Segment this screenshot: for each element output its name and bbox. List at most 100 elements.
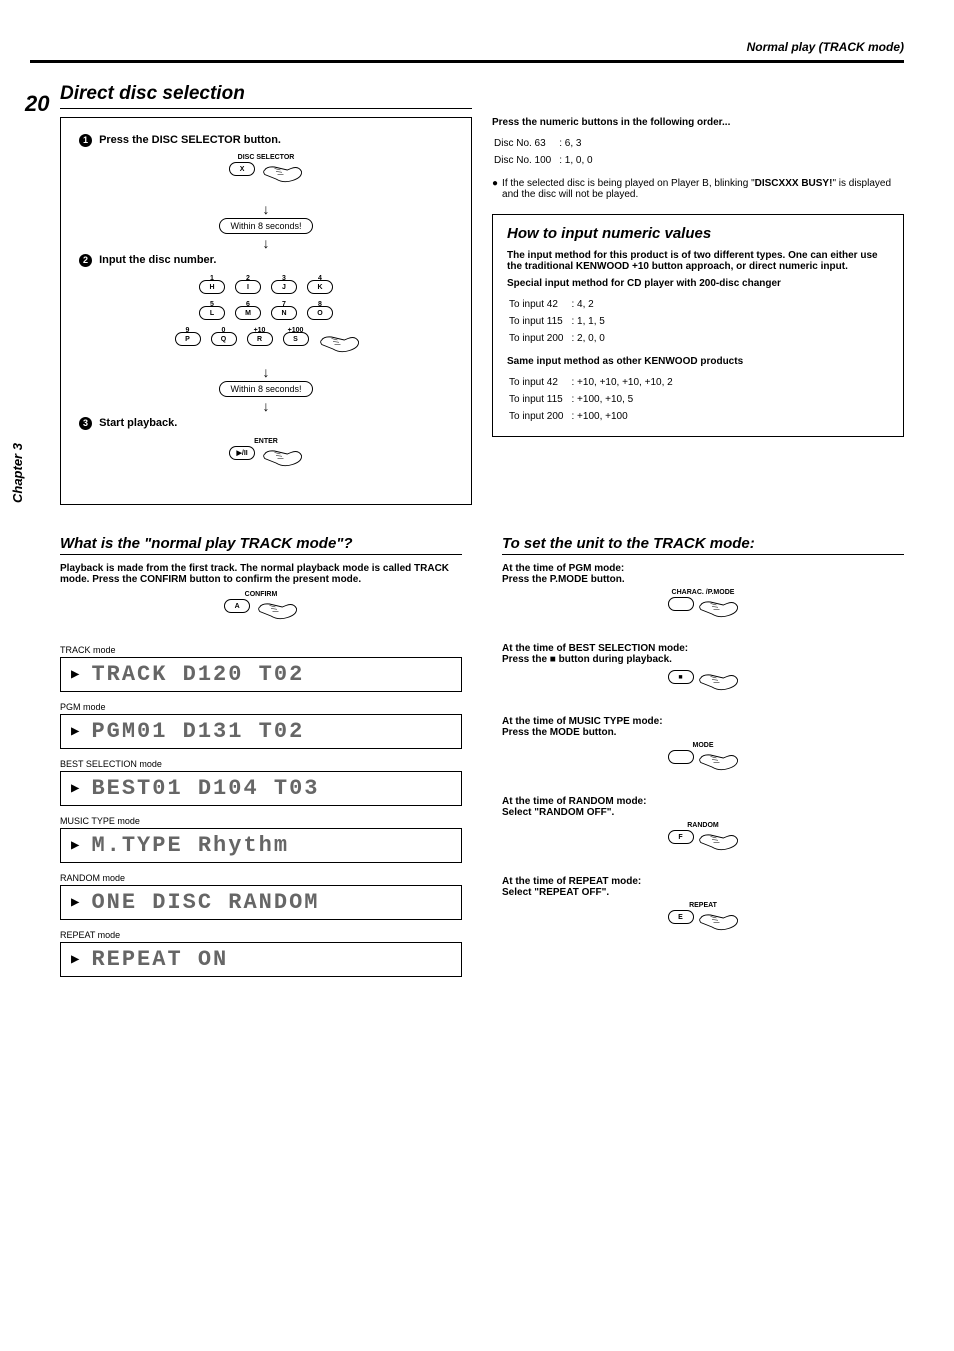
mode-button: ■	[668, 670, 694, 684]
order-title: Press the numeric buttons in the followi…	[492, 117, 904, 128]
normal-play-desc: Playback is made from the first track. T…	[60, 563, 462, 585]
procedure-box: 1 Press the DISC SELECTOR button. DISC S…	[60, 117, 472, 505]
special-method-table: To input 42: 4, 2To input 115: 1, 1, 5To…	[507, 295, 607, 348]
play-icon: ▶	[71, 723, 81, 740]
hand-icon	[697, 669, 742, 699]
mode-button	[668, 750, 694, 764]
enter-button: ▶/II	[229, 446, 255, 460]
keypad-0: 0Q	[211, 332, 237, 346]
keypad-+10: +10R	[247, 332, 273, 346]
lcd-text: BEST01 D104 T03	[91, 776, 319, 801]
hand-icon	[697, 749, 742, 779]
step-3: 3 Start playback.	[79, 417, 453, 430]
hand-icon	[697, 829, 742, 859]
table-cell: : +10, +10, +10, +10, 2	[572, 375, 673, 390]
hand-icon	[261, 445, 306, 475]
table-cell: : 1, 1, 5	[572, 314, 605, 329]
arrow-down-icon: ↓	[79, 236, 453, 250]
keypad-5: 5L	[199, 306, 225, 320]
mode-label: BEST SELECTION mode	[60, 759, 462, 769]
instr-line2: Press the ■ button during playback.	[502, 654, 904, 665]
keypad: 1H2I3J4K5L6M7N8O9P0Q+10R+100S	[79, 279, 453, 361]
step-2: 2 Input the disc number.	[79, 254, 453, 267]
lcd-text: REPEAT ON	[91, 947, 228, 972]
table-cell: Disc No. 100	[494, 153, 557, 168]
instr-line1: At the time of BEST SELECTION mode:	[502, 643, 904, 654]
btn-over-label: REPEAT	[502, 902, 904, 909]
how-to-input-box: How to input numeric values The input me…	[492, 214, 904, 437]
play-icon: ▶	[71, 951, 81, 968]
btn-over-label: CHARAC. /P.MODE	[502, 589, 904, 596]
hand-icon	[697, 596, 742, 626]
track-mode-instruction: At the time of MUSIC TYPE mode:Press the…	[502, 716, 904, 782]
keypad-+100: +100S	[283, 332, 309, 346]
step-1: 1 Press the DISC SELECTOR button.	[79, 134, 453, 147]
step-num-1: 1	[79, 134, 92, 147]
table-cell: To input 200	[509, 409, 570, 424]
normal-play-title: What is the "normal play TRACK mode"?	[60, 535, 462, 555]
hand-icon	[318, 331, 363, 361]
instr-line1: At the time of REPEAT mode:	[502, 876, 904, 887]
note-pre: If the selected disc is being played on …	[502, 178, 755, 189]
busy-note: ● If the selected disc is being played o…	[492, 178, 904, 200]
play-icon: ▶	[71, 780, 81, 797]
step-num-3: 3	[79, 417, 92, 430]
table-cell: To input 42	[509, 297, 570, 312]
table-cell: : 4, 2	[572, 297, 605, 312]
enter-over: ENTER	[79, 438, 453, 445]
timing-1: Within 8 seconds!	[219, 218, 312, 234]
keypad-4: 4K	[307, 280, 333, 294]
keypad-9: 9P	[175, 332, 201, 346]
keypad-2: 2I	[235, 280, 261, 294]
instr-line1: At the time of RANDOM mode:	[502, 796, 904, 807]
instr-line2: Press the MODE button.	[502, 727, 904, 738]
table-cell: : 2, 0, 0	[572, 331, 605, 346]
how-input-intro: The input method for this product is of …	[507, 250, 889, 272]
mode-label: RANDOM mode	[60, 873, 462, 883]
instr-line1: At the time of PGM mode:	[502, 563, 904, 574]
lcd-display: ▶ REPEAT ON	[60, 942, 462, 977]
arrow-down-icon: ↓	[79, 202, 453, 216]
mode-button: E	[668, 910, 694, 924]
arrow-down-icon: ↓	[79, 399, 453, 413]
instr-line2: Select "REPEAT OFF".	[502, 887, 904, 898]
lcd-display: ▶ BEST01 D104 T03	[60, 771, 462, 806]
same-method-table: To input 42: +10, +10, +10, +10, 2To inp…	[507, 373, 675, 426]
track-mode-instruction: At the time of PGM mode:Press the P.MODE…	[502, 563, 904, 629]
page-number: 20	[25, 91, 49, 117]
header-breadcrumb: Normal play (TRACK mode)	[30, 40, 904, 63]
step-1-label: Press the DISC SELECTOR button.	[99, 134, 281, 146]
track-mode-instruction: At the time of REPEAT mode:Select "REPEA…	[502, 876, 904, 942]
lcd-text: PGM01 D131 T02	[91, 719, 304, 744]
mode-label: TRACK mode	[60, 645, 462, 655]
keypad-1: 1H	[199, 280, 225, 294]
keypad-7: 7N	[271, 306, 297, 320]
lcd-display: ▶ PGM01 D131 T02	[60, 714, 462, 749]
btn-over-label: MODE	[502, 742, 904, 749]
instr-line2: Press the P.MODE button.	[502, 574, 904, 585]
keypad-8: 8O	[307, 306, 333, 320]
lcd-text: M.TYPE Rhythm	[91, 833, 289, 858]
lcd-display: ▶ONE DISC RANDOM	[60, 885, 462, 920]
play-icon: ▶	[71, 666, 81, 683]
hand-icon	[261, 161, 306, 191]
step-num-2: 2	[79, 254, 92, 267]
same-method-h: Same input method as other KENWOOD produ…	[507, 356, 889, 367]
confirm-over: CONFIRM	[60, 591, 462, 598]
arrow-down-icon: ↓	[79, 365, 453, 379]
track-mode-instruction: At the time of RANDOM mode:Select "RANDO…	[502, 796, 904, 862]
table-cell: Disc No. 63	[494, 136, 557, 151]
table-cell: : +100, +100	[572, 409, 673, 424]
track-mode-instruction: At the time of BEST SELECTION mode:Press…	[502, 643, 904, 702]
disc-selector-button: X	[229, 162, 255, 176]
mode-label: MUSIC TYPE mode	[60, 816, 462, 826]
disc-no-table: Disc No. 63: 6, 3Disc No. 100: 1, 0, 0	[492, 134, 595, 170]
hand-icon	[697, 909, 742, 939]
chapter-label: Chapter 3	[10, 443, 25, 503]
table-cell: To input 115	[509, 314, 570, 329]
table-cell: To input 200	[509, 331, 570, 346]
keypad-6: 6M	[235, 306, 261, 320]
mode-label: REPEAT mode	[60, 930, 462, 940]
lcd-text: TRACK D120 T02	[91, 662, 304, 687]
note-bold: DISCXXX BUSY!	[755, 178, 833, 189]
